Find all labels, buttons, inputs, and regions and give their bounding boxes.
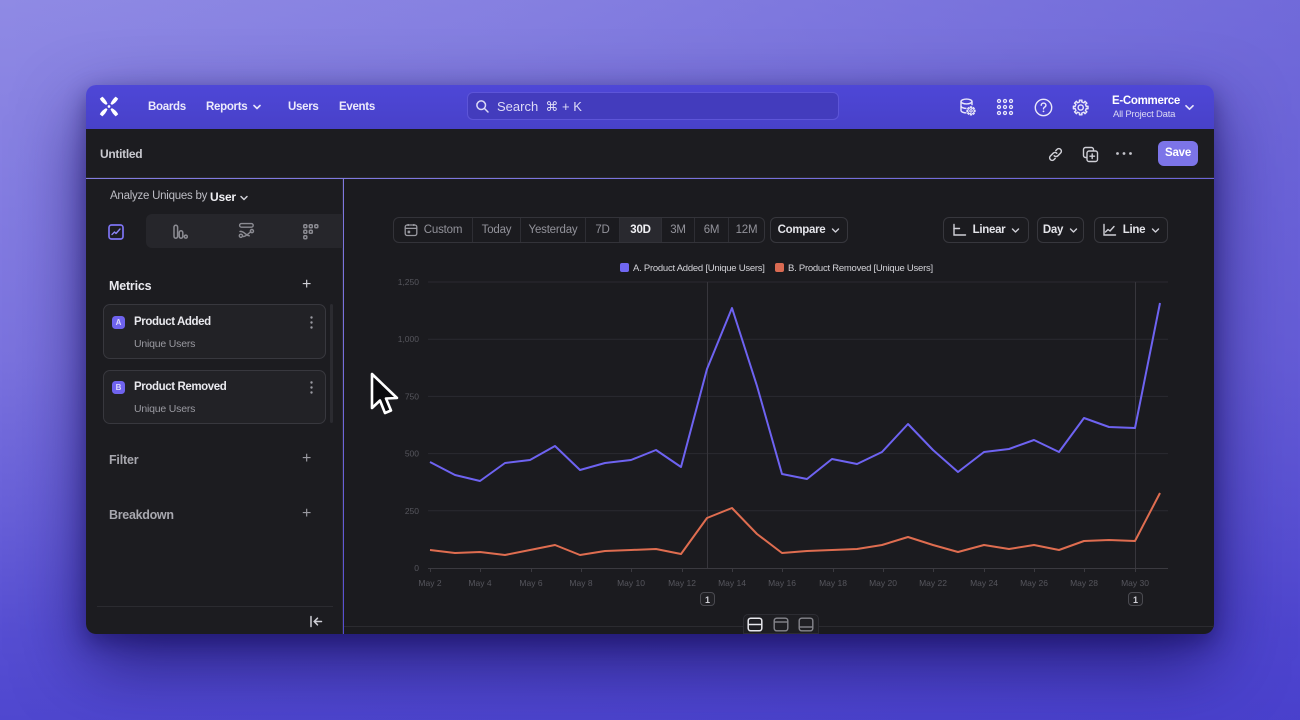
svg-text:May 12: May 12: [668, 578, 696, 588]
svg-text:May 2: May 2: [418, 578, 441, 588]
svg-text:May 20: May 20: [869, 578, 897, 588]
svg-text:750: 750: [405, 391, 419, 401]
svg-text:May 28: May 28: [1070, 578, 1098, 588]
svg-text:500: 500: [405, 449, 419, 459]
svg-text:May 14: May 14: [718, 578, 746, 588]
svg-text:250: 250: [405, 506, 419, 516]
svg-text:May 6: May 6: [519, 578, 542, 588]
svg-text:May 24: May 24: [970, 578, 998, 588]
svg-text:0: 0: [414, 563, 419, 573]
svg-text:May 16: May 16: [768, 578, 796, 588]
svg-text:May 4: May 4: [468, 578, 491, 588]
svg-text:1,000: 1,000: [398, 334, 420, 344]
svg-text:May 22: May 22: [919, 578, 947, 588]
svg-text:May 8: May 8: [569, 578, 592, 588]
svg-text:May 18: May 18: [819, 578, 847, 588]
svg-text:May 26: May 26: [1020, 578, 1048, 588]
svg-text:May 30: May 30: [1121, 578, 1149, 588]
svg-text:May 10: May 10: [617, 578, 645, 588]
svg-text:1,250: 1,250: [398, 277, 420, 287]
